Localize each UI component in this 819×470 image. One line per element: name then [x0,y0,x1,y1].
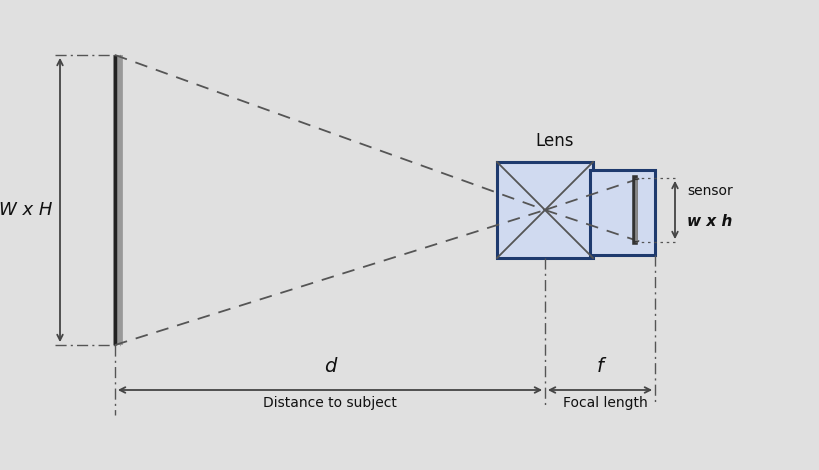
FancyBboxPatch shape [590,170,654,255]
Text: Distance to subject: Distance to subject [263,396,396,410]
Text: f: f [596,357,603,376]
Text: W x H: W x H [0,201,52,219]
Text: Focal length: Focal length [562,396,646,410]
Text: Lens: Lens [535,132,573,150]
FancyBboxPatch shape [496,162,592,258]
Text: d: d [324,357,336,376]
Text: sensor: sensor [686,184,732,198]
Text: w x h: w x h [686,214,731,229]
